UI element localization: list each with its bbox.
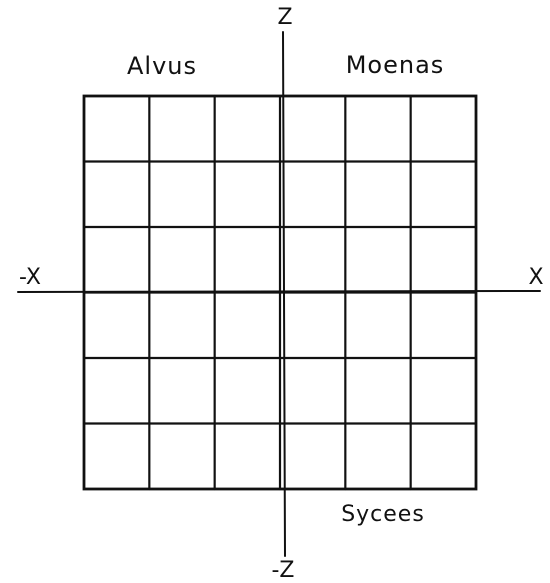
region-label-sycees: Sycees <box>341 502 425 527</box>
x-axis-right-label: X <box>528 265 543 290</box>
grid <box>82 94 478 491</box>
z-axis-bottom-label: -Z <box>271 558 294 583</box>
region-label-moenas: Moenas <box>346 51 445 79</box>
z-axis-line <box>282 31 286 557</box>
z-axis-top-label: Z <box>277 5 292 30</box>
x-axis-left-label: -X <box>19 265 41 290</box>
region-label-alvus: Alvus <box>127 52 197 80</box>
